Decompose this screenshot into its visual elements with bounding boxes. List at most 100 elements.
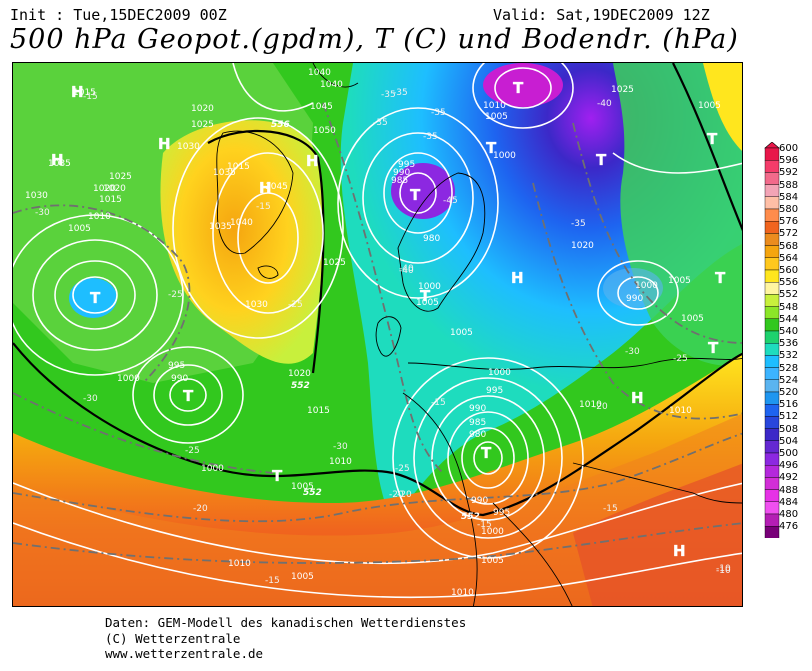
legend-swatch xyxy=(764,220,780,234)
isobar-label: 1045 xyxy=(265,182,288,192)
isobar-label: 1005 xyxy=(481,556,504,566)
legend-value: 596 xyxy=(779,155,799,167)
low-marker: T xyxy=(420,287,431,305)
isobar-label: 1025 xyxy=(611,85,634,95)
isobar-label: 1020 xyxy=(93,184,116,194)
isotherm-label: -20 xyxy=(193,504,208,514)
isobar-label: 1025 xyxy=(191,120,214,130)
isobar-label: 1020 xyxy=(571,241,594,251)
isobar-label: 1040 xyxy=(308,68,331,78)
isotherm-label: -10 xyxy=(716,566,731,576)
isobar-label: 1020 xyxy=(288,369,311,379)
high-marker: H xyxy=(51,151,64,169)
isobar-label: 1015 xyxy=(73,88,96,98)
isobar-label: 1000 xyxy=(493,151,516,161)
isobar-label: 995 xyxy=(486,386,503,396)
footer-website: www.wetterzentrale.de xyxy=(105,646,264,661)
legend-swatch xyxy=(764,281,780,295)
high-marker: H xyxy=(306,152,319,170)
isobar-label: 1005 xyxy=(450,328,473,338)
legend-value: 584 xyxy=(779,191,799,203)
isotherm-labels: -15 -30 -35 -35 -35 -35 -40 -45 -40 -35 … xyxy=(35,88,731,586)
legend-swatch xyxy=(764,269,780,283)
legend-value: 532 xyxy=(779,350,799,362)
legend-value: 600 xyxy=(779,143,799,154)
legend-swatch xyxy=(764,404,780,417)
warm-ridge xyxy=(160,120,324,364)
legend-value: 548 xyxy=(779,301,799,313)
isotherm-label: -25 xyxy=(673,354,688,364)
geopot-label: 552 xyxy=(291,381,310,391)
legend-swatch xyxy=(764,379,780,393)
isotherm-label: -40 xyxy=(597,99,612,109)
high-marker: H xyxy=(511,269,524,287)
chart-title: 500 hPa Geopot.(gpdm), T (C) und Bodendr… xyxy=(10,24,739,55)
legend-swatch xyxy=(764,391,780,405)
low-marker: T xyxy=(513,79,524,97)
isobar-label: 1010 xyxy=(228,559,251,569)
isotherm-label: -35 xyxy=(381,90,396,100)
isobar-label: 1015 xyxy=(307,406,330,416)
isobar-label: 1010 xyxy=(669,406,692,416)
legend-value: 568 xyxy=(779,240,799,252)
footer-data-source: Daten: GEM-Modell des kanadischen Wetter… xyxy=(105,615,467,630)
isobar-labels: 1015 1040 1035 1020 1025 1045 1050 1010 … xyxy=(25,68,721,598)
legend-value: 484 xyxy=(779,496,799,508)
footer-copyright: (C) Wetterzentrale xyxy=(105,631,241,646)
isotherm-label: -20 xyxy=(389,490,404,500)
isotherm-label: -10 xyxy=(716,564,731,574)
map-canvas: H H H H H H H H T T T T T T T T T T T T … xyxy=(13,63,742,606)
low-marker: T xyxy=(481,444,492,462)
low-marker: T xyxy=(183,387,194,405)
geopot-labels: 556 552 552 552 552 xyxy=(271,120,480,522)
isobar-label: 1005 xyxy=(416,298,439,308)
high-marker: H xyxy=(71,83,84,101)
low-marker: T xyxy=(410,186,421,204)
low-marker: T xyxy=(708,339,719,357)
isobar-label: 1030 xyxy=(25,191,48,201)
isotherm-label: -25 xyxy=(288,300,303,310)
legend-value: 504 xyxy=(779,435,799,447)
isobar-label: 990 xyxy=(171,374,188,384)
isobar-label: 1000 xyxy=(418,282,441,292)
isobar-label: 1020 xyxy=(191,104,214,114)
legend-swatch xyxy=(764,367,780,381)
isotherm-label: -40 xyxy=(399,264,414,274)
low-marker: T xyxy=(486,139,497,157)
isotherm-label: -15 xyxy=(477,520,492,530)
isotherms xyxy=(13,102,742,564)
isobar-label: 1005 xyxy=(68,224,91,234)
pressure-system-markers: H H H H H H H H T T T T T T T T T T T T xyxy=(51,79,726,560)
legend-value: 556 xyxy=(779,277,799,289)
legend-swatch xyxy=(764,330,780,344)
legend-arrow-top xyxy=(764,141,780,149)
legend-swatch xyxy=(764,257,780,271)
legend-swatch xyxy=(764,465,780,478)
low-marker: T xyxy=(90,289,101,307)
isobar-label: 1005 xyxy=(291,572,314,582)
isobar-label: 995 xyxy=(168,361,185,371)
isotherm-label: -35 xyxy=(423,132,438,142)
legend-value: 564 xyxy=(779,252,799,264)
isobar-label: 1000 xyxy=(481,527,504,537)
legend-value: 512 xyxy=(779,411,799,423)
contour-552-east xyxy=(672,63,742,232)
isobar-label: 1000 xyxy=(117,374,140,384)
isotherm-label: -20 xyxy=(593,402,608,412)
isotherm-label: -20 xyxy=(397,490,412,500)
field-ne-corner xyxy=(703,63,742,151)
high-marker: H xyxy=(259,179,272,197)
low-marker: T xyxy=(596,151,607,169)
legend-value: 524 xyxy=(779,374,799,386)
legend-value: 576 xyxy=(779,216,799,228)
isobar-label: 1005 xyxy=(291,482,314,492)
contour-552-south xyxy=(13,342,742,517)
isobar-label: 990 xyxy=(471,496,488,506)
legend-value: 588 xyxy=(779,179,799,191)
weather-map: H H H H H H H H T T T T T T T T T T T T … xyxy=(12,62,743,607)
isobar-label: 1015 xyxy=(99,195,122,205)
legend-value: 560 xyxy=(779,265,799,276)
isobar-label: 990 xyxy=(469,404,486,414)
isotherm-label: -25 xyxy=(395,464,410,474)
coastlines xyxy=(216,63,742,606)
